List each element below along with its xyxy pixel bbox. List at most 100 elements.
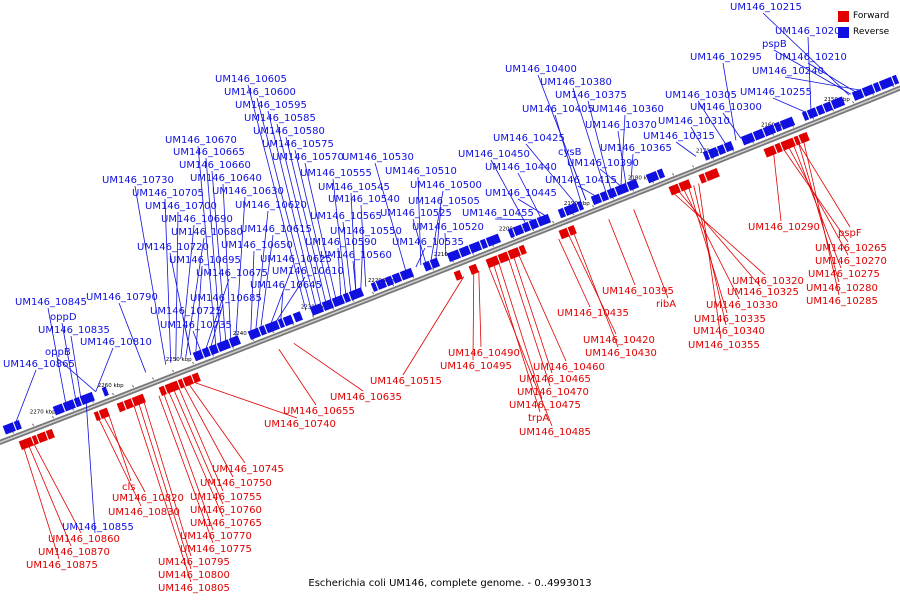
forward-gene-label[interactable]: UM146_10465 xyxy=(519,374,591,385)
forward-gene-label[interactable]: UM146_10750 xyxy=(200,478,272,489)
forward-gene-label[interactable]: UM146_10795 xyxy=(158,557,230,568)
reverse-gene-label[interactable]: UM146_10595 xyxy=(235,100,307,111)
reverse-gene-label[interactable]: UM146_10695 xyxy=(169,255,241,266)
reverse-gene-label[interactable]: UM146_10610 xyxy=(272,266,344,277)
reverse-gene-label[interactable]: UM146_10675 xyxy=(196,268,268,279)
forward-gene-label[interactable]: UM146_10820 xyxy=(112,493,184,504)
forward-gene-label[interactable]: UM146_10495 xyxy=(440,361,512,372)
reverse-gene-label[interactable]: UM146_10580 xyxy=(253,126,325,137)
reverse-gene-label[interactable]: UM146_10560 xyxy=(320,250,392,261)
reverse-gene-label[interactable]: UM146_10525 xyxy=(380,208,452,219)
reverse-gene-label[interactable]: pspB xyxy=(762,39,787,50)
forward-gene-label[interactable]: UM146_10635 xyxy=(330,392,402,403)
reverse-gene-label[interactable]: UM146_10700 xyxy=(145,201,217,212)
forward-gene-label[interactable]: UM146_10435 xyxy=(557,308,629,319)
forward-gene-label[interactable]: UM146_10745 xyxy=(212,464,284,475)
reverse-gene-label[interactable]: UM146_10565 xyxy=(310,211,382,222)
reverse-gene-label[interactable]: UM146_10835 xyxy=(38,325,110,336)
forward-gene-label[interactable]: UM146_10490 xyxy=(448,348,520,359)
reverse-gene-label[interactable]: UM146_10810 xyxy=(80,337,152,348)
reverse-gene-label[interactable]: UM146_10425 xyxy=(493,133,565,144)
reverse-gene-label[interactable]: UM146_10640 xyxy=(190,173,262,184)
forward-gene-label[interactable]: UM146_10775 xyxy=(180,544,252,555)
reverse-gene-label[interactable]: UM146_10550 xyxy=(330,226,402,237)
reverse-gene-label[interactable]: UM146_10540 xyxy=(328,194,400,205)
reverse-gene-label[interactable]: UM146_10210 xyxy=(775,52,847,63)
forward-gene-label[interactable]: UM146_10875 xyxy=(26,560,98,571)
reverse-gene-label[interactable]: UM146_10630 xyxy=(212,186,284,197)
forward-gene-label[interactable]: UM146_10485 xyxy=(519,427,591,438)
forward-gene-label[interactable]: UM146_10770 xyxy=(180,531,252,542)
reverse-gene-label[interactable]: cysB xyxy=(558,147,582,158)
reverse-gene-label[interactable]: UM146_10240 xyxy=(752,66,824,77)
reverse-gene-label[interactable]: UM146_10455 xyxy=(462,208,534,219)
reverse-gene-label[interactable]: UM146_10200 xyxy=(775,26,847,37)
reverse-gene-label[interactable]: UM146_10295 xyxy=(690,52,762,63)
reverse-gene-label[interactable]: UM146_10390 xyxy=(567,158,639,169)
reverse-gene-label[interactable]: UM146_10605 xyxy=(215,74,287,85)
forward-gene-label[interactable]: UM146_10275 xyxy=(808,269,880,280)
reverse-gene-label[interactable]: UM146_10360 xyxy=(592,104,664,115)
forward-gene-label[interactable]: UM146_10335 xyxy=(694,314,766,325)
reverse-gene-label[interactable]: UM146_10575 xyxy=(262,139,334,150)
forward-gene-label[interactable]: UM146_10765 xyxy=(190,518,262,529)
forward-gene-label[interactable]: UM146_10470 xyxy=(517,387,589,398)
forward-gene-label[interactable]: UM146_10755 xyxy=(190,492,262,503)
forward-gene-label[interactable]: UM146_10760 xyxy=(190,505,262,516)
reverse-gene-label[interactable]: UM146_10790 xyxy=(86,292,158,303)
reverse-gene-label[interactable]: UM146_10215 xyxy=(730,2,802,13)
reverse-gene-label[interactable]: UM146_10450 xyxy=(458,149,530,160)
forward-gene-label[interactable]: UM146_10280 xyxy=(806,283,878,294)
reverse-gene-label[interactable]: UM146_10590 xyxy=(305,237,377,248)
forward-gene-label[interactable]: UM146_10475 xyxy=(509,400,581,411)
reverse-gene-label[interactable]: UM146_10510 xyxy=(385,166,457,177)
forward-gene-label[interactable]: UM146_10270 xyxy=(815,256,887,267)
reverse-gene-label[interactable]: UM146_10600 xyxy=(224,87,296,98)
forward-gene-label[interactable]: UM146_10515 xyxy=(370,376,442,387)
reverse-gene-label[interactable]: UM146_10555 xyxy=(300,168,372,179)
forward-gene-label[interactable]: UM146_10740 xyxy=(264,419,336,430)
forward-gene-label[interactable]: trpA xyxy=(528,413,549,424)
forward-gene-label[interactable]: UM146_10805 xyxy=(158,583,230,594)
reverse-gene-label[interactable]: UM146_10305 xyxy=(665,90,737,101)
reverse-gene-label[interactable]: UM146_10620 xyxy=(235,200,307,211)
reverse-gene-label[interactable]: UM146_10645 xyxy=(250,280,322,291)
forward-gene-label[interactable]: UM146_10860 xyxy=(48,534,120,545)
reverse-gene-label[interactable]: UM146_10500 xyxy=(410,180,482,191)
forward-gene-label[interactable]: ribA xyxy=(656,299,676,310)
forward-gene-label[interactable]: UM146_10655 xyxy=(283,406,355,417)
reverse-gene-label[interactable]: UM146_10440 xyxy=(485,162,557,173)
reverse-gene-label[interactable]: UM146_10660 xyxy=(179,160,251,171)
forward-gene-label[interactable]: UM146_10290 xyxy=(748,222,820,233)
forward-gene-label[interactable]: UM146_10870 xyxy=(38,547,110,558)
forward-gene-label[interactable]: UM146_10285 xyxy=(806,296,878,307)
reverse-gene-label[interactable]: UM146_10690 xyxy=(161,214,233,225)
reverse-gene-label[interactable]: UM146_10730 xyxy=(102,175,174,186)
reverse-gene-label[interactable]: UM146_10380 xyxy=(540,77,612,88)
reverse-gene-label[interactable]: UM146_10375 xyxy=(555,90,627,101)
forward-gene-label[interactable]: UM146_10320 xyxy=(732,276,804,287)
forward-gene-label[interactable]: UM146_10340 xyxy=(693,326,765,337)
reverse-gene-label[interactable]: UM146_10735 xyxy=(160,320,232,331)
reverse-gene-label[interactable]: UM146_10650 xyxy=(221,240,293,251)
reverse-gene-label[interactable]: UM146_10300 xyxy=(690,102,762,113)
forward-gene-label[interactable]: UM146_10395 xyxy=(602,286,674,297)
forward-gene-label[interactable]: UM146_10420 xyxy=(583,335,655,346)
forward-gene-label[interactable]: pspF xyxy=(838,228,862,239)
reverse-gene-label[interactable]: UM146_10615 xyxy=(240,224,312,235)
reverse-gene-label[interactable]: UM146_10255 xyxy=(740,87,812,98)
forward-gene-label[interactable]: cls xyxy=(122,482,136,493)
reverse-gene-label[interactable]: UM146_10530 xyxy=(342,152,414,163)
reverse-gene-label[interactable]: UM146_10585 xyxy=(244,113,316,124)
forward-gene-label[interactable]: UM146_10325 xyxy=(727,287,799,298)
reverse-gene-label[interactable]: UM146_10855 xyxy=(62,522,134,533)
reverse-gene-label[interactable]: UM146_10845 xyxy=(15,297,87,308)
reverse-gene-label[interactable]: UM146_10685 xyxy=(190,293,262,304)
reverse-gene-label[interactable]: UM146_10520 xyxy=(412,222,484,233)
forward-gene-label[interactable]: UM146_10830 xyxy=(108,507,180,518)
forward-gene-label[interactable]: UM146_10355 xyxy=(688,340,760,351)
reverse-gene-label[interactable]: UM146_10315 xyxy=(643,131,715,142)
reverse-gene-label[interactable]: UM146_10865 xyxy=(3,359,75,370)
reverse-gene-label[interactable]: UM146_10505 xyxy=(408,196,480,207)
reverse-gene-label[interactable]: UM146_10570 xyxy=(272,152,344,163)
